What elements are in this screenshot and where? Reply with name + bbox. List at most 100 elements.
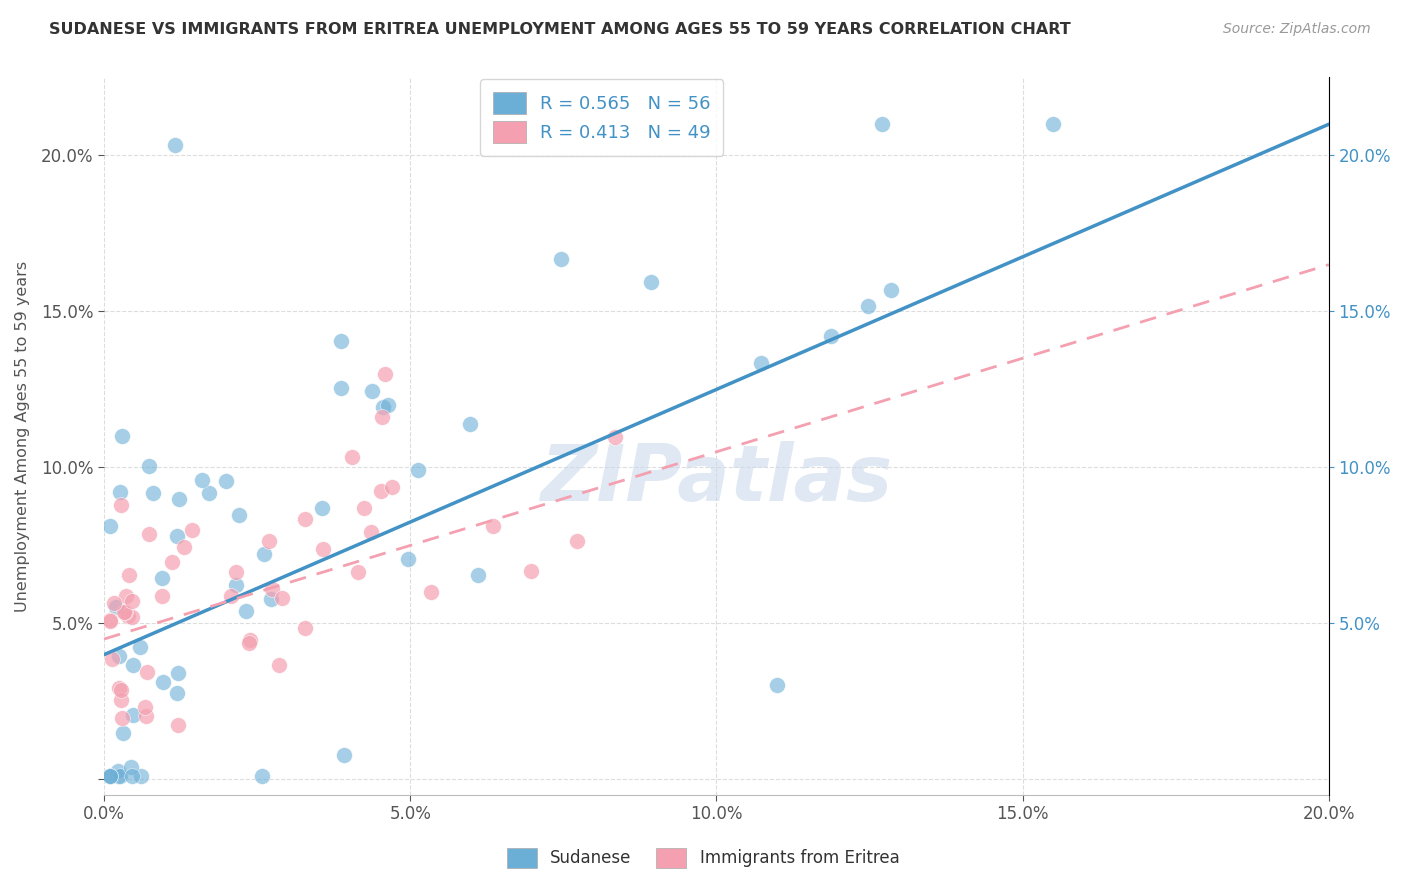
Point: [406, 463, 429, 477]
Point: [167, 718, 190, 732]
Point: [346, 565, 368, 579]
Point: [101, 651, 124, 665]
Point: [191, 473, 214, 487]
Point: [103, 596, 125, 610]
Legend: Sudanese, Immigrants from Eritrea: Sudanese, Immigrants from Eritrea: [501, 841, 905, 875]
Point: [121, 769, 143, 783]
Point: [481, 518, 503, 533]
Point: [98, 769, 121, 783]
Y-axis label: Unemployment Among Ages 55 to 59 years: Unemployment Among Ages 55 to 59 years: [15, 260, 30, 612]
Point: [118, 567, 141, 582]
Point: [311, 500, 333, 515]
Point: [165, 137, 187, 152]
Point: [253, 547, 276, 561]
Point: [360, 524, 382, 539]
Point: [98, 519, 121, 533]
Point: [110, 682, 132, 697]
Point: [169, 491, 191, 506]
Point: [104, 599, 127, 614]
Point: [138, 527, 160, 541]
Point: [219, 589, 242, 603]
Point: [111, 428, 134, 442]
Point: [371, 400, 394, 414]
Point: [122, 657, 145, 672]
Point: [257, 534, 280, 549]
Point: [114, 605, 136, 619]
Point: [567, 534, 589, 549]
Point: [121, 610, 143, 624]
Point: [120, 760, 142, 774]
Point: [260, 592, 283, 607]
Point: [162, 556, 184, 570]
Point: [820, 328, 842, 343]
Point: [420, 584, 443, 599]
Point: [373, 367, 395, 381]
Point: [269, 658, 291, 673]
Point: [180, 524, 202, 538]
Point: [111, 711, 134, 725]
Point: [107, 764, 129, 779]
Point: [98, 613, 121, 627]
Point: [134, 700, 156, 714]
Point: [235, 604, 257, 618]
Point: [131, 769, 153, 783]
Legend: R = 0.565   N = 56, R = 0.413   N = 49: R = 0.565 N = 56, R = 0.413 N = 49: [481, 79, 723, 156]
Point: [238, 636, 260, 650]
Point: [215, 474, 238, 488]
Point: [121, 594, 143, 608]
Point: [166, 529, 188, 543]
Point: [880, 283, 903, 297]
Point: [110, 499, 132, 513]
Point: [370, 483, 392, 498]
Text: ZIPatlas: ZIPatlas: [540, 442, 893, 517]
Point: [108, 681, 131, 695]
Point: [225, 565, 247, 579]
Point: [115, 589, 138, 603]
Point: [370, 409, 392, 424]
Point: [252, 769, 274, 783]
Point: [167, 665, 190, 680]
Point: [108, 769, 131, 783]
Point: [329, 381, 352, 395]
Point: [110, 693, 132, 707]
Point: [112, 605, 135, 619]
Point: [381, 480, 404, 494]
Point: [138, 459, 160, 474]
Point: [228, 508, 250, 523]
Point: [294, 622, 316, 636]
Text: Source: ZipAtlas.com: Source: ZipAtlas.com: [1223, 22, 1371, 37]
Point: [239, 632, 262, 647]
Point: [107, 769, 129, 783]
Point: [271, 591, 294, 606]
Point: [377, 399, 399, 413]
Point: [225, 578, 247, 592]
Point: [294, 512, 316, 526]
Point: [173, 540, 195, 554]
Point: [870, 117, 893, 131]
Point: [640, 275, 662, 289]
Point: [152, 675, 174, 690]
Point: [340, 450, 363, 465]
Point: [856, 300, 879, 314]
Point: [150, 589, 173, 603]
Point: [141, 486, 163, 500]
Point: [458, 417, 481, 431]
Point: [108, 648, 131, 663]
Point: [550, 252, 572, 267]
Point: [361, 384, 384, 398]
Point: [467, 568, 489, 582]
Point: [98, 769, 121, 783]
Point: [108, 485, 131, 500]
Point: [198, 485, 221, 500]
Point: [112, 725, 135, 739]
Point: [98, 614, 121, 628]
Point: [262, 582, 284, 596]
Point: [311, 541, 333, 556]
Point: [135, 708, 157, 723]
Point: [332, 747, 354, 762]
Point: [122, 708, 145, 723]
Point: [117, 608, 139, 623]
Point: [135, 665, 157, 679]
Text: SUDANESE VS IMMIGRANTS FROM ERITREA UNEMPLOYMENT AMONG AGES 55 TO 59 YEARS CORRE: SUDANESE VS IMMIGRANTS FROM ERITREA UNEM…: [49, 22, 1071, 37]
Point: [166, 686, 188, 700]
